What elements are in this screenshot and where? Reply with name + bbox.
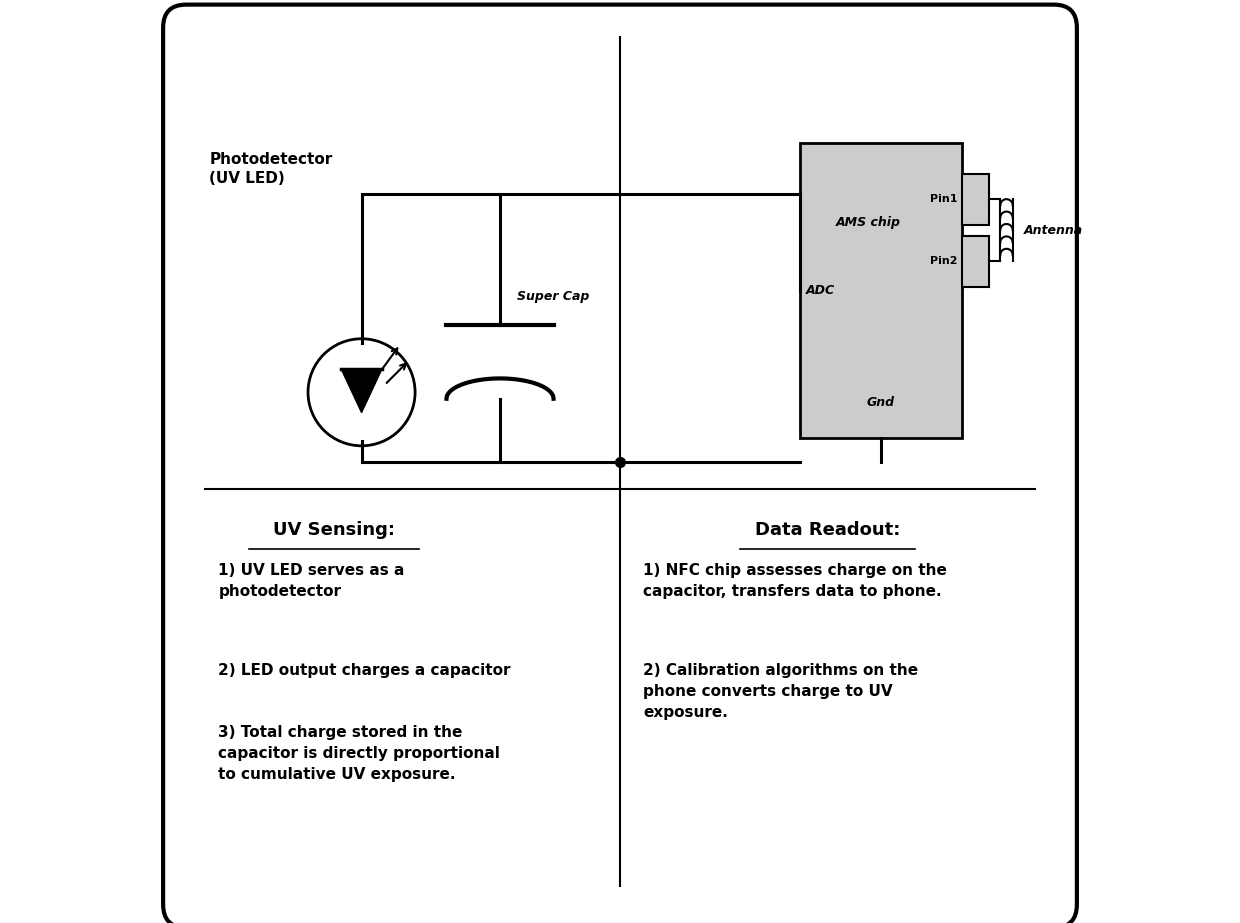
FancyBboxPatch shape xyxy=(961,174,990,224)
Text: 3) Total charge stored in the
capacitor is directly proportional
to cumulative U: 3) Total charge stored in the capacitor … xyxy=(218,725,501,783)
FancyBboxPatch shape xyxy=(800,143,961,438)
Text: 1) NFC chip assesses charge on the
capacitor, transfers data to phone.: 1) NFC chip assesses charge on the capac… xyxy=(644,563,947,599)
Text: Antenna: Antenna xyxy=(1024,223,1083,236)
Text: 2) LED output charges a capacitor: 2) LED output charges a capacitor xyxy=(218,663,511,677)
FancyBboxPatch shape xyxy=(961,235,990,286)
Text: Data Readout:: Data Readout: xyxy=(755,521,900,540)
Text: ADC: ADC xyxy=(806,284,835,297)
FancyBboxPatch shape xyxy=(164,5,1076,923)
Text: Photodetector
(UV LED): Photodetector (UV LED) xyxy=(210,152,332,186)
Text: UV Sensing:: UV Sensing: xyxy=(273,521,394,540)
Text: Super Cap: Super Cap xyxy=(517,290,589,303)
Text: Pin2: Pin2 xyxy=(930,257,957,266)
Text: 2) Calibration algorithms on the
phone converts charge to UV
exposure.: 2) Calibration algorithms on the phone c… xyxy=(644,663,918,720)
Polygon shape xyxy=(341,369,382,413)
Text: AMS chip: AMS chip xyxy=(836,216,900,229)
Text: Gnd: Gnd xyxy=(867,397,895,410)
Text: Pin1: Pin1 xyxy=(930,194,957,204)
Text: 1) UV LED serves as a
photodetector: 1) UV LED serves as a photodetector xyxy=(218,563,405,599)
